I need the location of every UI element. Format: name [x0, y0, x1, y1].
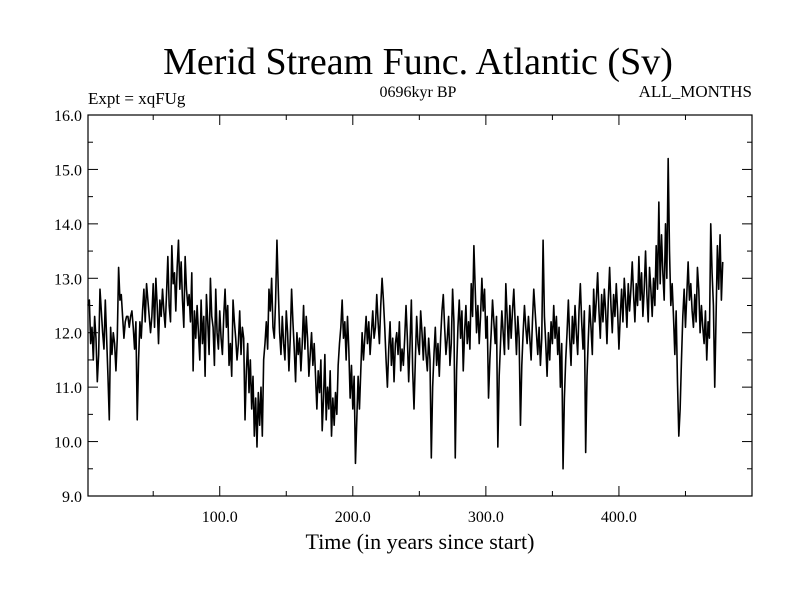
y-tick-label: 10.0: [54, 435, 82, 452]
x-tick-label: 400.0: [601, 509, 637, 526]
series-layer: [87, 157, 724, 470]
y-tick-label: 15.0: [54, 162, 82, 179]
x-axis: 100.0 200.0 300.0 400.0: [152, 115, 686, 526]
y-tick-label: 11.0: [55, 380, 82, 397]
period-label: 0696kyr BP: [380, 84, 457, 101]
x-tick-label: 200.0: [335, 509, 371, 526]
y-tick-label: 9.0: [62, 489, 82, 506]
x-tick-label: 100.0: [202, 509, 238, 526]
x-axis-title: Time (in years since start): [306, 529, 535, 554]
y-tick-label: 14.0: [54, 217, 82, 234]
y-tick-label: 13.0: [54, 271, 82, 288]
y-tick-label: 16.0: [54, 108, 82, 125]
series-line: [87, 157, 724, 470]
experiment-label: Expt = xqFUg: [88, 89, 186, 108]
y-tick-label: 12.0: [54, 326, 82, 343]
x-tick-label: 300.0: [468, 509, 504, 526]
chart-title: Merid Stream Func. Atlantic (Sv): [163, 41, 673, 83]
months-label: ALL_MONTHS: [639, 82, 752, 101]
